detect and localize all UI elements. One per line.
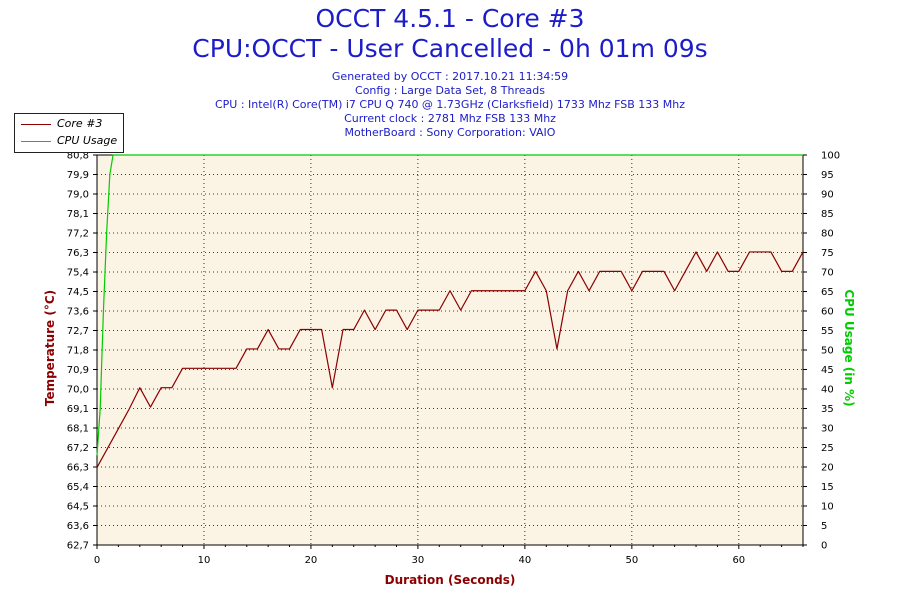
y-right-tick-label: 55 — [821, 326, 834, 337]
y-right-tick-label: 20 — [821, 463, 834, 474]
info-motherboard: MotherBoard : Sony Corporation: VAIO — [344, 126, 556, 139]
y-right-tick-label: 90 — [821, 190, 834, 201]
y-left-tick-label: 80,8 — [67, 151, 89, 162]
y-right-tick-label: 95 — [821, 170, 834, 181]
y-right-tick-label: 60 — [821, 307, 834, 318]
x-tick-label: 0 — [94, 555, 100, 566]
y-right-tick-label: 45 — [821, 365, 834, 376]
chart-title: OCCT 4.5.1 - Core #3 — [315, 4, 585, 33]
y-left-tick-label: 63,6 — [67, 521, 89, 532]
y-right-tick-label: 10 — [821, 502, 834, 513]
y-right-tick-label: 100 — [821, 151, 840, 162]
info-cpu: CPU : Intel(R) Core(TM) i7 CPU Q 740 @ 1… — [214, 98, 686, 111]
y-right-tick-label: 15 — [821, 482, 834, 493]
legend-swatch-core3 — [21, 124, 51, 125]
y-left-tick-label: 65,4 — [67, 482, 89, 493]
legend-swatch-cpu-usage — [21, 141, 51, 142]
y-right-tick-label: 30 — [821, 424, 834, 435]
y-left-tick-label: 62,7 — [67, 541, 89, 552]
y-right-tick-label: 70 — [821, 268, 834, 279]
y-right-tick-label: 0 — [821, 541, 827, 552]
info-current-clock: Current clock : 2781 Mhz FSB 133 Mhz — [344, 112, 556, 125]
series-line-cpu-usage — [96, 154, 803, 456]
y-left-tick-label: 66,3 — [67, 463, 89, 474]
y-left-tick-label: 76,3 — [67, 248, 89, 259]
x-tick-label: 40 — [519, 555, 532, 566]
y-right-axis-label: CPU Usage (in %) — [842, 289, 856, 406]
y-left-tick-label: 79,9 — [67, 170, 89, 181]
y-right-tick-label: 40 — [821, 385, 834, 396]
y-left-tick-label: 69,1 — [67, 404, 89, 415]
y-left-tick-label: 71,8 — [67, 346, 89, 357]
y-right-tick-label: 80 — [821, 229, 834, 240]
y-left-tick-label: 68,1 — [67, 424, 89, 435]
y-right-tick-label: 75 — [821, 248, 834, 259]
y-right-tick-label: 65 — [821, 287, 834, 298]
y-left-tick-label: 70,0 — [67, 385, 89, 396]
legend-label-cpu-usage: CPU Usage — [57, 134, 118, 147]
y-left-tick-label: 78,1 — [67, 209, 89, 220]
y-left-tick-label: 67,2 — [67, 443, 89, 454]
x-tick-label: 50 — [625, 555, 638, 566]
x-axis-label: Duration (Seconds) — [385, 573, 516, 587]
y-right-tick-label: 85 — [821, 209, 834, 220]
x-tick-label: 30 — [412, 555, 425, 566]
y-right-tick-label: 25 — [821, 443, 834, 454]
y-right-tick-label: 50 — [821, 346, 834, 357]
y-left-tick-label: 79,0 — [67, 190, 89, 201]
y-left-tick-label: 75,4 — [67, 268, 89, 279]
info-generated: Generated by OCCT : 2017.10.21 11:34:59 — [331, 70, 569, 83]
y-left-tick-label: 74,5 — [67, 287, 89, 298]
series-line-core3 — [96, 251, 804, 468]
x-tick-label: 10 — [198, 555, 211, 566]
y-left-tick-label: 77,2 — [67, 229, 89, 240]
y-left-tick-label: 73,6 — [67, 307, 89, 318]
legend: Core #3 CPU Usage — [14, 113, 124, 153]
legend-label-core3: Core #3 — [57, 117, 103, 130]
y-left-tick-label: 70,9 — [67, 365, 89, 376]
y-left-tick-label: 64,5 — [67, 502, 89, 513]
y-right-tick-label: 5 — [821, 521, 827, 532]
y-left-tick-label: 72,7 — [67, 326, 89, 337]
chart-subtitle: CPU:OCCT - User Cancelled - 0h 01m 09s — [192, 34, 708, 63]
x-tick-label: 60 — [732, 555, 745, 566]
info-config: Config : Large Data Set, 8 Threads — [355, 84, 545, 97]
y-left-axis-label: Temperature (°C) — [43, 290, 57, 406]
x-tick-label: 20 — [305, 555, 318, 566]
y-right-tick-label: 35 — [821, 404, 834, 415]
